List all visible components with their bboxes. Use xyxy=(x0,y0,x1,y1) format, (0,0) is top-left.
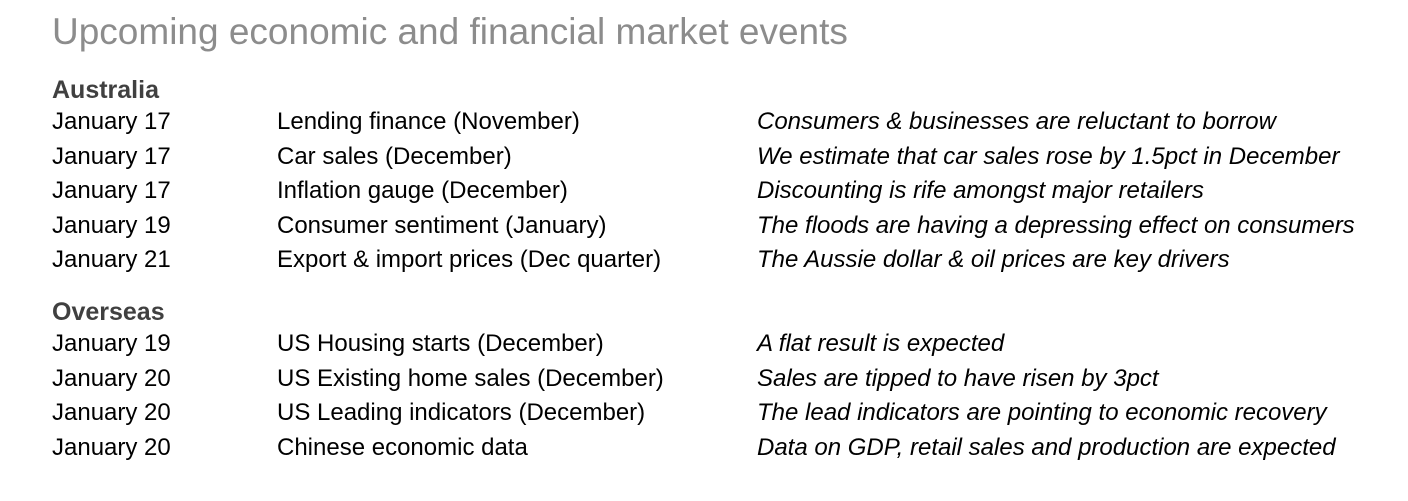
event-comment: A flat result is expected xyxy=(757,330,1005,357)
event-comment: The floods are having a depressing effec… xyxy=(757,211,1355,239)
event-name: US Housing starts (December) xyxy=(277,330,604,357)
event-date: January 17 xyxy=(52,142,171,170)
section-heading-overseas: Overseas xyxy=(52,298,165,326)
event-row: January 17 Lending finance (November) Co… xyxy=(0,105,1408,140)
event-name: Lending finance (November) xyxy=(277,108,580,135)
event-name: Car sales (December) xyxy=(277,142,512,170)
event-row: January 21 Export & import prices (Dec q… xyxy=(0,243,1408,278)
event-row: January 17 Inflation gauge (December) Di… xyxy=(0,174,1408,209)
event-comment: Sales are tipped to have risen by 3pct xyxy=(757,364,1159,392)
event-name: US Existing home sales (December) xyxy=(277,364,664,392)
event-comment: The Aussie dollar & oil prices are key d… xyxy=(757,246,1230,274)
event-comment: We estimate that car sales rose by 1.5pc… xyxy=(757,142,1340,170)
event-comment: Consumers & businesses are reluctant to … xyxy=(757,108,1276,135)
event-row: January 19 US Housing starts (December) … xyxy=(0,327,1408,362)
event-date: January 20 xyxy=(52,399,171,427)
event-name: Export & import prices (Dec quarter) xyxy=(277,246,662,274)
event-date: January 21 xyxy=(52,246,171,274)
event-row: January 20 US Existing home sales (Decem… xyxy=(0,362,1408,397)
event-date: January 17 xyxy=(52,177,171,205)
event-row: January 19 Consumer sentiment (January) … xyxy=(0,209,1408,244)
event-date: January 20 xyxy=(52,364,171,392)
event-row: January 20 US Leading indicators (Decemb… xyxy=(0,396,1408,431)
event-date: January 19 xyxy=(52,211,171,239)
event-name: Chinese economic data xyxy=(277,433,528,461)
event-date: January 19 xyxy=(52,330,171,357)
event-comment: Discounting is rife amongst major retail… xyxy=(757,177,1204,205)
event-date: January 17 xyxy=(52,108,171,135)
event-row: January 17 Car sales (December) We estim… xyxy=(0,140,1408,175)
event-name: Consumer sentiment (January) xyxy=(277,211,607,239)
australia-event-list: January 17 Lending finance (November) Co… xyxy=(0,105,1408,278)
event-name: US Leading indicators (December) xyxy=(277,399,646,427)
page-title: Upcoming economic and financial market e… xyxy=(52,11,848,52)
overseas-event-list: January 19 US Housing starts (December) … xyxy=(0,327,1408,465)
section-heading-australia: Australia xyxy=(52,76,159,104)
event-name: Inflation gauge (December) xyxy=(277,177,568,205)
event-date: January 20 xyxy=(52,433,171,461)
event-comment: Data on GDP, retail sales and production… xyxy=(757,433,1336,461)
event-comment: The lead indicators are pointing to econ… xyxy=(757,399,1327,427)
event-row: January 20 Chinese economic data Data on… xyxy=(0,431,1408,466)
